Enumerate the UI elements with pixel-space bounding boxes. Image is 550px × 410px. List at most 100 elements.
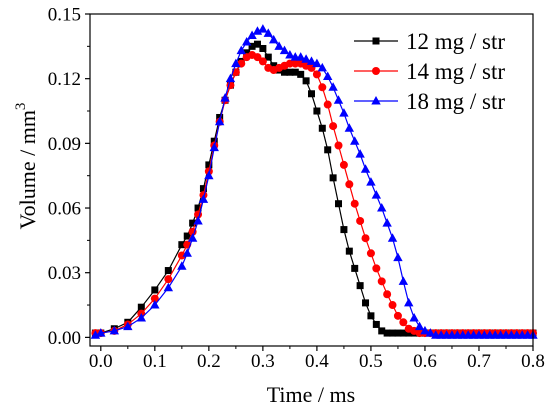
data-point-12-mg-str bbox=[164, 267, 172, 275]
x-tick-label: 0.7 bbox=[467, 351, 491, 372]
data-point-12-mg-str bbox=[178, 241, 186, 249]
data-point-14-mg-str bbox=[258, 57, 267, 66]
data-point-12-mg-str bbox=[264, 53, 272, 61]
data-point-14-mg-str bbox=[388, 301, 397, 310]
data-point-18-mg-str bbox=[231, 58, 241, 68]
data-point-18-mg-str bbox=[398, 276, 409, 285]
data-point-14-mg-str bbox=[177, 251, 186, 260]
data-point-12-mg-str bbox=[243, 49, 251, 57]
data-point-14-mg-str bbox=[329, 122, 338, 131]
data-point-18-mg-str bbox=[187, 233, 198, 242]
data-point-18-mg-str bbox=[263, 28, 273, 37]
data-point-12-mg-str bbox=[194, 204, 202, 212]
data-point-12-mg-str bbox=[183, 232, 191, 240]
data-point-12-mg-str bbox=[378, 327, 386, 335]
data-point-18-mg-str bbox=[312, 58, 322, 68]
data-point-14-mg-str bbox=[350, 199, 359, 208]
data-point-12-mg-str bbox=[362, 299, 370, 307]
data-point-18-mg-str bbox=[214, 116, 225, 126]
data-point-14-mg-str bbox=[377, 277, 386, 286]
data-point-14-mg-str bbox=[318, 83, 327, 92]
data-point-12-mg-str bbox=[329, 174, 337, 182]
data-point-12-mg-str bbox=[297, 70, 305, 78]
data-point-12-mg-str bbox=[351, 264, 359, 272]
data-point-18-mg-str bbox=[279, 45, 290, 55]
data-point-18-mg-str bbox=[109, 325, 120, 335]
y-tick-label: 0.09 bbox=[48, 134, 81, 155]
legend-label: 18 mg / str bbox=[406, 89, 505, 114]
data-point-14-mg-str bbox=[366, 249, 375, 258]
data-point-18-mg-str bbox=[295, 52, 306, 61]
data-point-14-mg-str bbox=[361, 234, 370, 243]
data-point-18-mg-str bbox=[393, 252, 403, 262]
legend-entry-18-mg-str: 18 mg / str bbox=[354, 89, 505, 114]
data-point-18-mg-str bbox=[136, 312, 147, 322]
data-point-18-mg-str bbox=[360, 164, 371, 173]
axes: 0.00 0.03 0.06 0.09 0.12 0.15 0.0 0.1 0.2 0.3 0.4 0… bbox=[48, 5, 545, 373]
x-tick-label: 0.1 bbox=[143, 351, 167, 372]
data-point-18-mg-str bbox=[209, 142, 219, 152]
data-point-18-mg-str bbox=[258, 24, 268, 33]
data-point-12-mg-str bbox=[302, 77, 310, 85]
data-point-12-mg-str bbox=[253, 40, 261, 48]
y-axis-label-text: Volume / mm bbox=[15, 110, 40, 229]
plot-frame bbox=[89, 13, 534, 347]
data-point-18-mg-str bbox=[150, 300, 160, 309]
data-point-18-mg-str bbox=[339, 108, 349, 117]
legend: 12 mg / str 14 mg / str 18 mg / str bbox=[354, 29, 505, 114]
legend-marker-circle bbox=[372, 67, 380, 75]
y-tick-label: 0.03 bbox=[48, 263, 81, 284]
data-point-14-mg-str bbox=[164, 275, 173, 284]
legend-label: 14 mg / str bbox=[406, 59, 505, 84]
data-point-12-mg-str bbox=[345, 247, 353, 255]
data-point-12-mg-str bbox=[318, 124, 326, 132]
x-axis-label: Time / ms bbox=[267, 382, 355, 407]
data-point-18-mg-str bbox=[377, 203, 387, 212]
data-point-12-mg-str bbox=[405, 329, 413, 337]
data-point-18-mg-str bbox=[96, 328, 106, 337]
x-tick-label: 0.6 bbox=[413, 351, 437, 372]
legend-marker bbox=[372, 37, 380, 45]
data-point-14-mg-str bbox=[345, 180, 354, 189]
data-point-18-mg-str bbox=[425, 328, 436, 337]
data-point-12-mg-str bbox=[367, 312, 375, 320]
data-point-18-mg-str bbox=[333, 95, 344, 104]
data-point-18-mg-str bbox=[90, 330, 101, 339]
data-point-18-mg-str bbox=[204, 170, 214, 180]
x-tick-label: 0.8 bbox=[521, 351, 545, 372]
data-point-18-mg-str bbox=[387, 233, 398, 242]
data-point-14-mg-str bbox=[372, 264, 381, 273]
data-point-18-mg-str bbox=[163, 282, 174, 292]
data-point-14-mg-str bbox=[334, 141, 343, 150]
data-point-12-mg-str bbox=[189, 219, 197, 227]
data-point-18-mg-str bbox=[220, 93, 230, 102]
y-axis-label: Volume / mm3 bbox=[13, 103, 40, 230]
legend-marker-square bbox=[372, 37, 380, 45]
data-point-12-mg-str bbox=[399, 329, 407, 337]
legend-entry-12-mg-str: 12 mg / str bbox=[354, 29, 505, 54]
data-point-12-mg-str bbox=[389, 329, 397, 337]
data-point-18-mg-str bbox=[323, 71, 333, 81]
x-tick-label: 0.4 bbox=[305, 351, 329, 372]
x-tick-label: 0.0 bbox=[89, 351, 113, 372]
legend-label: 12 mg / str bbox=[406, 29, 505, 54]
data-point-12-mg-str bbox=[137, 303, 145, 311]
data-point-12-mg-str bbox=[280, 68, 288, 76]
data-point-18-mg-str bbox=[328, 82, 338, 91]
data-point-18-mg-str bbox=[236, 45, 246, 55]
data-point-18-mg-str bbox=[355, 149, 365, 158]
data-point-18-mg-str bbox=[198, 194, 209, 203]
data-point-18-mg-str bbox=[268, 34, 279, 44]
data-point-12-mg-str bbox=[340, 226, 348, 234]
legend-marker bbox=[372, 67, 380, 75]
data-point-18-mg-str bbox=[420, 325, 430, 335]
data-point-12-mg-str bbox=[308, 90, 315, 98]
data-point-12-mg-str bbox=[210, 137, 218, 145]
data-point-12-mg-str bbox=[324, 146, 332, 154]
data-point-18-mg-str bbox=[344, 123, 355, 132]
data-point-12-mg-str bbox=[394, 329, 402, 337]
data-point-12-mg-str bbox=[313, 107, 321, 115]
data-point-18-mg-str bbox=[225, 73, 236, 83]
data-point-12-mg-str bbox=[356, 282, 364, 290]
